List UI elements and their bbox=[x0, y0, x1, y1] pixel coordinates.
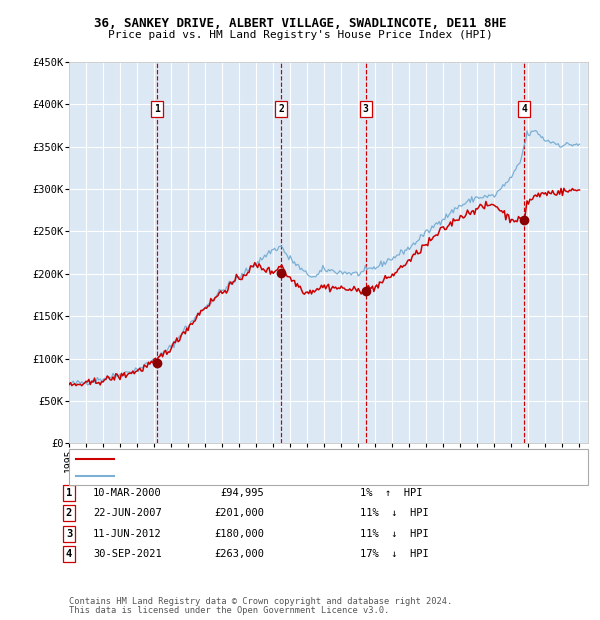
Text: 17%  ↓  HPI: 17% ↓ HPI bbox=[360, 549, 429, 559]
Text: 1%  ↑  HPI: 1% ↑ HPI bbox=[360, 488, 422, 498]
Text: 30-SEP-2021: 30-SEP-2021 bbox=[93, 549, 162, 559]
Text: This data is licensed under the Open Government Licence v3.0.: This data is licensed under the Open Gov… bbox=[69, 606, 389, 615]
Text: 22-JUN-2007: 22-JUN-2007 bbox=[93, 508, 162, 518]
Text: 4: 4 bbox=[521, 104, 527, 113]
Text: £180,000: £180,000 bbox=[214, 529, 264, 539]
Text: £263,000: £263,000 bbox=[214, 549, 264, 559]
Text: 2: 2 bbox=[66, 508, 72, 518]
Text: 10-MAR-2000: 10-MAR-2000 bbox=[93, 488, 162, 498]
Text: HPI: Average price, detached house, North West Leicestershire: HPI: Average price, detached house, Nort… bbox=[118, 471, 476, 481]
Text: 2: 2 bbox=[278, 104, 284, 113]
Text: 11%  ↓  HPI: 11% ↓ HPI bbox=[360, 508, 429, 518]
Text: 11-JUN-2012: 11-JUN-2012 bbox=[93, 529, 162, 539]
Text: 4: 4 bbox=[66, 549, 72, 559]
Text: £201,000: £201,000 bbox=[214, 508, 264, 518]
Text: 36, SANKEY DRIVE, ALBERT VILLAGE, SWADLINCOTE, DE11 8HE: 36, SANKEY DRIVE, ALBERT VILLAGE, SWADLI… bbox=[94, 17, 506, 30]
Text: 1: 1 bbox=[66, 488, 72, 498]
Text: £94,995: £94,995 bbox=[220, 488, 264, 498]
Text: Price paid vs. HM Land Registry's House Price Index (HPI): Price paid vs. HM Land Registry's House … bbox=[107, 30, 493, 40]
Text: 1: 1 bbox=[154, 104, 160, 113]
Text: Contains HM Land Registry data © Crown copyright and database right 2024.: Contains HM Land Registry data © Crown c… bbox=[69, 597, 452, 606]
Text: 3: 3 bbox=[363, 104, 369, 113]
Text: 36, SANKEY DRIVE, ALBERT VILLAGE, SWADLINCOTE, DE11 8HE (detached house): 36, SANKEY DRIVE, ALBERT VILLAGE, SWADLI… bbox=[118, 454, 541, 464]
Text: 3: 3 bbox=[66, 529, 72, 539]
Text: 11%  ↓  HPI: 11% ↓ HPI bbox=[360, 529, 429, 539]
